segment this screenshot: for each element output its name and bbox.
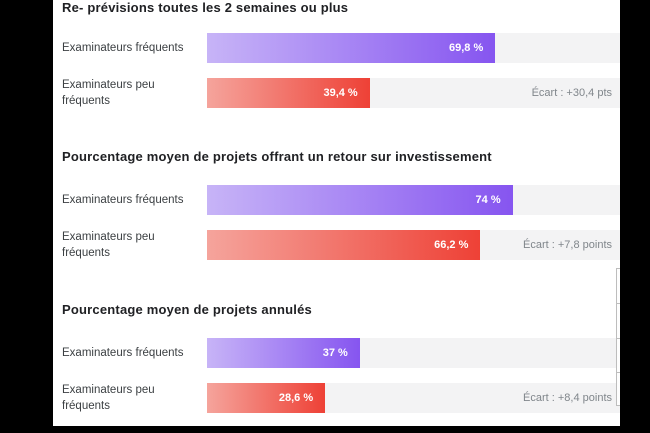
gap-label: Écart : +7,8 points [523,239,612,251]
bar-value-label: 39,4 % [323,87,358,99]
bar-row: Examinateurs peu fréquents 66,2 % Écart … [53,230,620,260]
gap-label: Écart : +30,4 pts [531,87,612,99]
bar-row: Examinateurs peu fréquents 28,6 % Écart … [53,383,620,413]
bar-fill: 28,6 % [207,383,326,413]
bar-value-label: 37 % [322,347,348,359]
bar-track: 69,8 % [207,33,620,63]
bar-track: 66,2 % Écart : +7,8 points [207,230,620,260]
row-label: Examinateurs fréquents [62,347,184,359]
bar-row: Examinateurs fréquents 37 % [53,338,620,368]
bar-value-label: 69,8 % [449,42,484,54]
bar-track: 28,6 % Écart : +8,4 points [207,383,620,413]
bar-row: Examinateurs fréquents 74 % [53,185,620,215]
row-label: Examinateurs peu fréquents [62,231,155,259]
gap-label: Écart : +8,4 points [523,392,612,404]
row-label: Examinateurs fréquents [62,194,184,206]
chart-panel: Re- prévisions toutes les 2 semaines ou … [53,0,620,426]
bar-fill: 39,4 % [207,78,370,108]
bar-fill: 69,8 % [207,33,496,63]
row-label: Examinateurs fréquents [62,42,184,54]
bar-fill: 37 % [207,338,360,368]
bar-track: 39,4 % Écart : +30,4 pts [207,78,620,108]
bar-fill: 66,2 % [207,230,481,260]
section-title: Pourcentage moyen de projets offrant un … [62,149,492,164]
section-title: Pourcentage moyen de projets annulés [62,302,312,317]
bar-row: Examinateurs peu fréquents 39,4 % Écart … [53,78,620,108]
bar-track: 37 % [207,338,620,368]
section-title: Re- prévisions toutes les 2 semaines ou … [62,0,349,15]
right-black-mask [620,0,650,433]
bar-fill: 74 % [207,185,513,215]
bar-row: Examinateurs fréquents 69,8 % [53,33,620,63]
bar-value-label: 28,6 % [278,392,314,404]
row-label: Examinateurs peu fréquents [62,384,155,412]
row-label: Examinateurs peu fréquents [62,79,155,107]
bar-value-label: 74 % [475,194,501,206]
bar-track: 74 % [207,185,620,215]
bar-value-label: 66,2 % [434,239,469,251]
